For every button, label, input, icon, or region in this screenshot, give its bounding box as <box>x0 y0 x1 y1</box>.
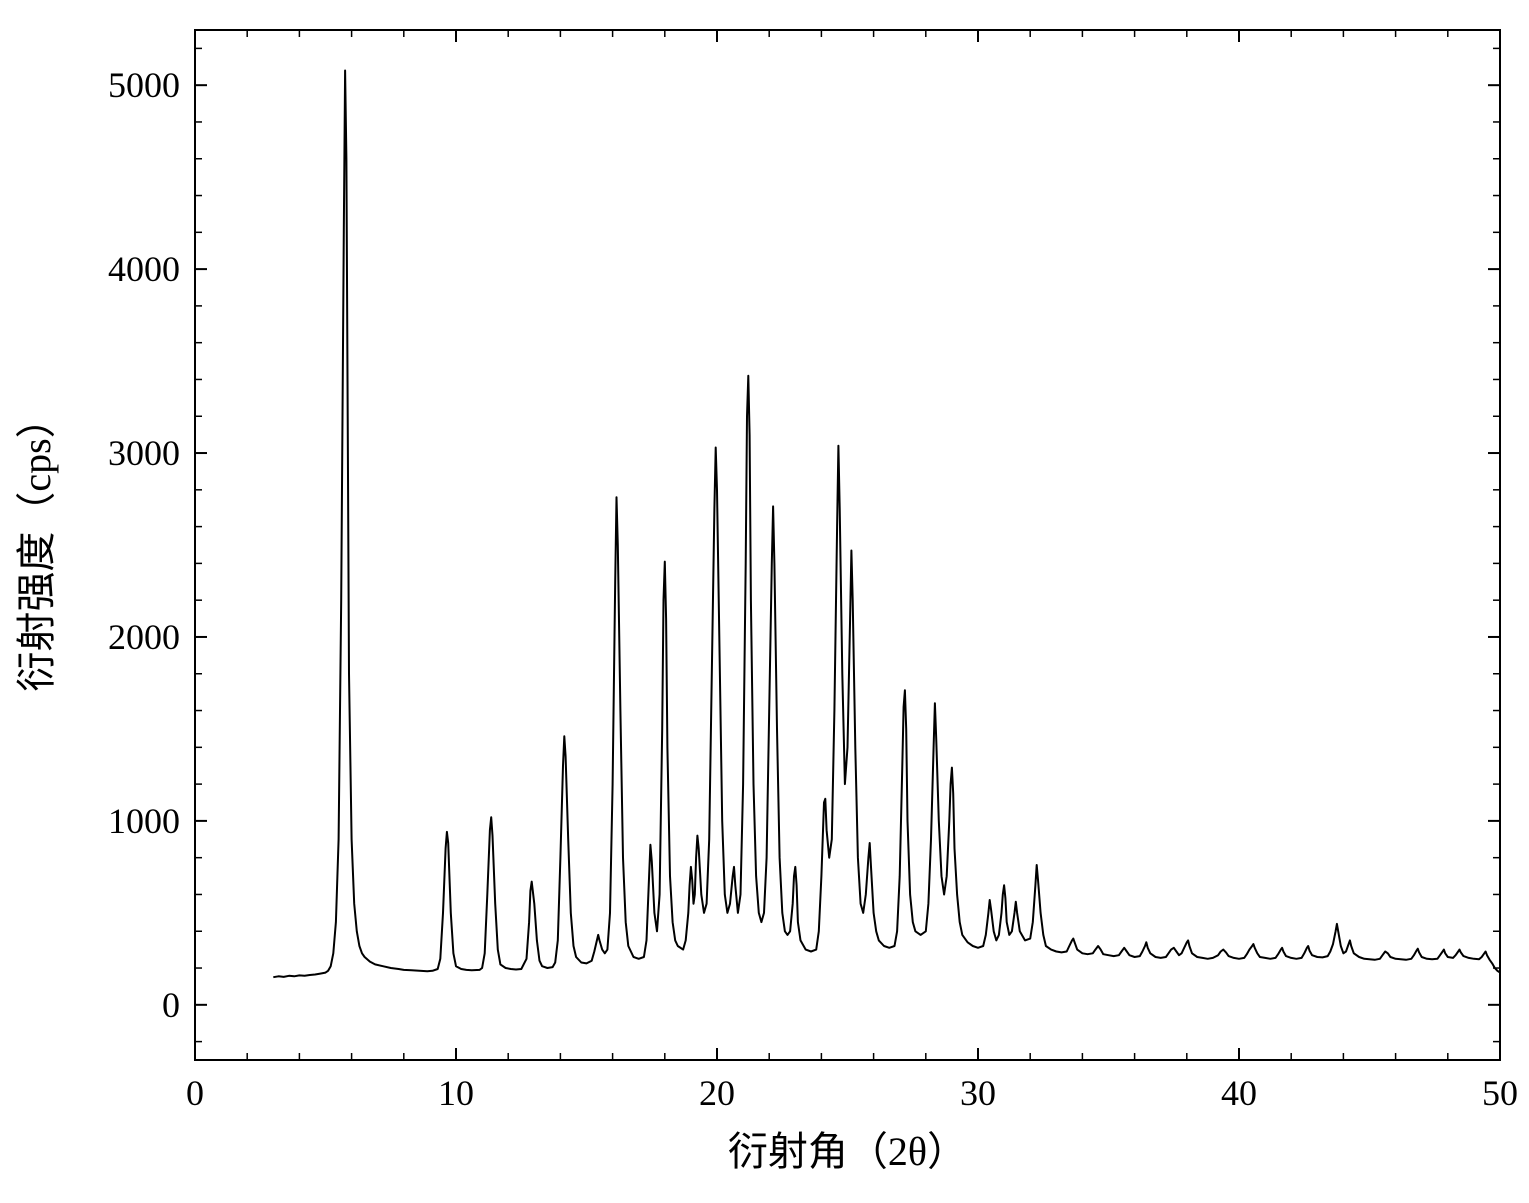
y-axis-label: 衍射强度（cps） <box>14 398 59 691</box>
y-tick-label: 0 <box>162 985 180 1025</box>
xrd-data-line <box>273 71 1500 978</box>
y-tick-label: 4000 <box>108 249 180 289</box>
y-tick-label: 5000 <box>108 65 180 105</box>
y-tick-label: 3000 <box>108 433 180 473</box>
y-tick-label: 1000 <box>108 801 180 841</box>
x-tick-label: 50 <box>1482 1073 1518 1113</box>
x-tick-label: 10 <box>438 1073 474 1113</box>
x-tick-label: 30 <box>960 1073 996 1113</box>
x-tick-label: 40 <box>1221 1073 1257 1113</box>
x-axis-label: 衍射角（2θ） <box>728 1129 967 1174</box>
x-tick-label: 0 <box>186 1073 204 1113</box>
y-tick-label: 2000 <box>108 617 180 657</box>
xrd-chart-container: 0 10 20 30 40 50 0 1000 2000 3000 4000 5000 衍射角（2θ） 衍… <box>0 0 1529 1203</box>
x-tick-label: 20 <box>699 1073 735 1113</box>
chart-svg: 0 10 20 30 40 50 0 1000 2000 3000 4000 5000 衍射角（2θ） 衍… <box>0 0 1529 1203</box>
plot-frame <box>195 30 1500 1060</box>
